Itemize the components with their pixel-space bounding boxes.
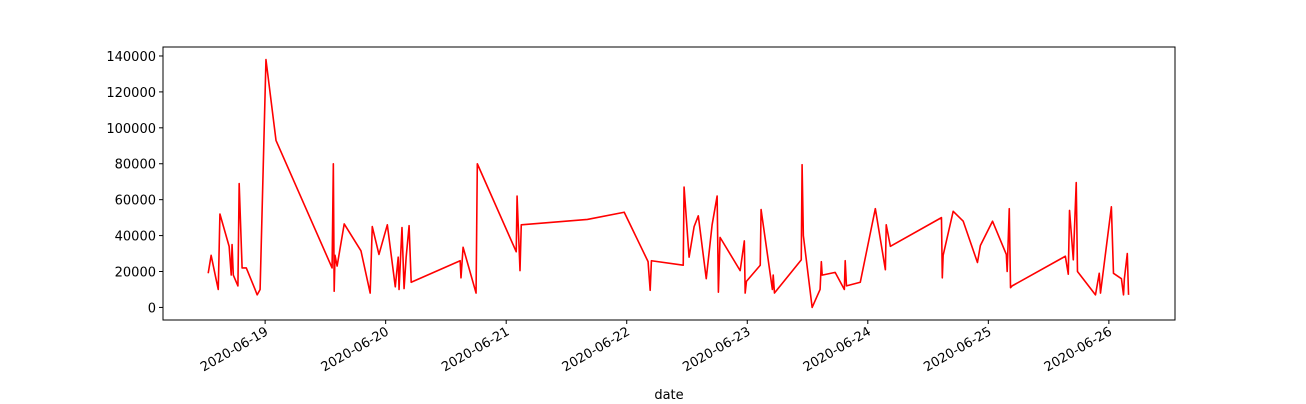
x-axis-label: date xyxy=(654,388,683,400)
y-tick-label: 80000 xyxy=(115,158,156,173)
x-tick-label: 2020-06-23 xyxy=(680,324,753,375)
y-tick-label: 20000 xyxy=(115,266,156,281)
data-line xyxy=(207,58,1130,309)
y-tick-label: 0 xyxy=(148,301,156,316)
y-tick-label: 120000 xyxy=(106,86,156,101)
x-tick-label: 2020-06-21 xyxy=(439,324,512,375)
x-tick-label: 2020-06-19 xyxy=(198,324,271,375)
y-tick-label: 140000 xyxy=(106,50,156,65)
y-tick-label: 40000 xyxy=(115,230,156,245)
x-tick-label: 2020-06-20 xyxy=(319,324,392,375)
y-tick-label: 60000 xyxy=(115,194,156,209)
x-tick-label: 2020-06-26 xyxy=(1042,324,1115,375)
x-tick-label: 2020-06-24 xyxy=(801,324,874,375)
x-tick-label: 2020-06-22 xyxy=(560,324,633,375)
x-tick-label: 2020-06-25 xyxy=(921,324,994,375)
y-tick-label: 100000 xyxy=(106,122,156,137)
plot-frame xyxy=(162,46,1176,321)
